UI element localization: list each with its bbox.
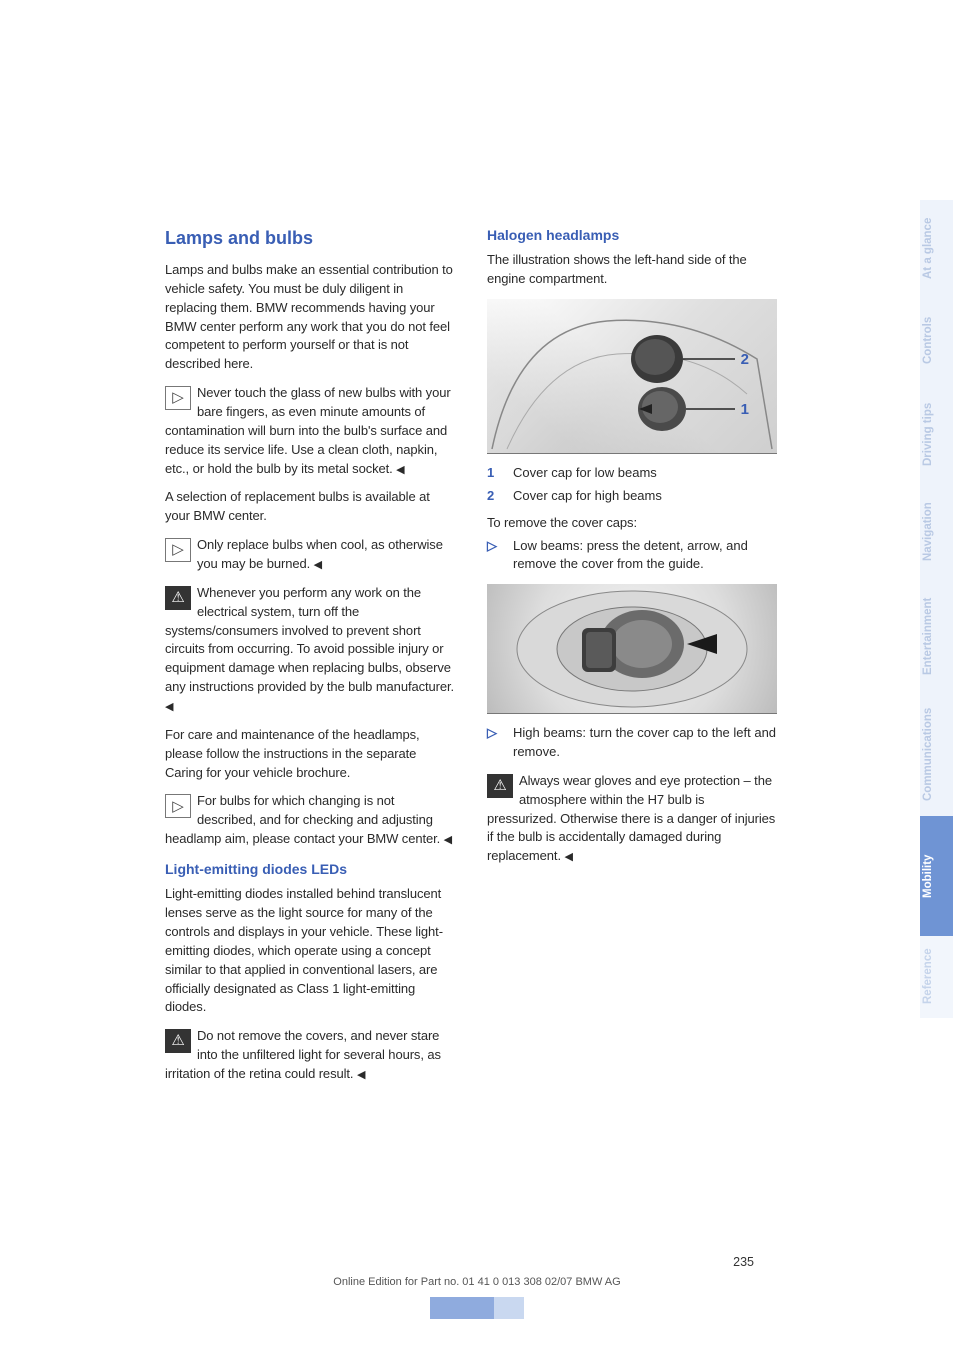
engine-compartment-figure: 2 1 [487,299,777,454]
right-column: Halogen headlamps The illustration shows… [487,225,777,1094]
left-column: Lamps and bulbs Lamps and bulbs make an … [165,225,455,1094]
engine-svg [487,299,777,454]
figure-label-2: 2 [741,349,749,371]
tab-communications[interactable]: Communications [920,692,954,816]
bullet-low-text: Low beams: press the detent, arrow, and … [513,537,777,575]
page-number: 235 [0,1253,954,1271]
tab-reference[interactable]: Reference [920,936,954,1018]
warn-gloves: ⚠ Always wear gloves and eye protection … [487,772,777,866]
cover-cap-list: 1 Cover cap for low beams 2 Cover cap fo… [487,464,777,506]
stop-icon: ◀ [165,701,173,713]
tab-entertainment[interactable]: Entertainment [920,580,954,692]
note-glass-text: Never touch the glass of new bulbs with … [165,385,451,475]
list-item: 2 Cover cap for high beams [487,487,777,506]
info-icon: ▷ [165,386,191,410]
selection-paragraph: A selection of replacement bulbs is avai… [165,488,455,526]
intro-paragraph: Lamps and bulbs make an essential contri… [165,261,455,374]
warn-electrical-text: Whenever you perform any work on the ele… [165,585,454,694]
side-tabs: At a glance Controls Driving tips Naviga… [920,200,954,1018]
footer-edition-line: Online Edition for Part no. 01 41 0 013 … [0,1275,954,1291]
note-aim: ▷ For bulbs for which changing is not de… [165,792,455,849]
stop-icon: ◀ [444,834,452,846]
sub-title-halogen: Halogen headlamps [487,225,777,245]
led-paragraph: Light-emitting diodes installed behind t… [165,885,455,1017]
warn-led: ⚠ Do not remove the covers, and never st… [165,1027,455,1084]
stop-icon: ◀ [564,851,572,863]
info-icon: ▷ [165,538,191,562]
warn-gloves-text: Always wear gloves and eye protection – … [487,773,775,863]
warn-led-text: Do not remove the covers, and never star… [165,1028,441,1081]
info-icon: ▷ [165,794,191,818]
warning-icon: ⚠ [165,586,191,610]
list-text: Cover cap for low beams [513,464,657,483]
sub-title-led: Light-emitting diodes LEDs [165,859,455,879]
triangle-bullet-icon: ▷ [487,537,501,575]
footer-accent-bar [430,1297,494,1319]
cover-cap-detail-figure [487,584,777,714]
list-text: Cover cap for high beams [513,487,662,506]
stop-icon: ◀ [314,559,322,571]
section-title-lamps: Lamps and bulbs [165,225,455,251]
warn-electrical: ⚠ Whenever you perform any work on the e… [165,584,455,716]
list-item: 1 Cover cap for low beams [487,464,777,483]
tab-at-a-glance[interactable]: At a glance [920,200,954,296]
list-number: 2 [487,487,501,506]
tab-mobility[interactable]: Mobility [920,816,954,936]
warning-icon: ⚠ [165,1029,191,1053]
bullet-low-beams: ▷ Low beams: press the detent, arrow, an… [487,537,777,575]
note-glass: ▷ Never touch the glass of new bulbs wit… [165,384,455,478]
figure-label-1: 1 [741,399,749,421]
list-number: 1 [487,464,501,483]
remove-caps-text: To remove the cover caps: [487,514,777,533]
bullet-high-beams: ▷ High beams: turn the cover cap to the … [487,724,777,762]
note-cool: ▷ Only replace bulbs when cool, as other… [165,536,455,574]
bullet-high-text: High beams: turn the cover cap to the le… [513,724,777,762]
triangle-bullet-icon: ▷ [487,724,501,762]
stop-icon: ◀ [396,464,404,476]
tab-driving-tips[interactable]: Driving tips [920,384,954,484]
page-footer: 235 Online Edition for Part no. 01 41 0 … [0,1253,954,1291]
tab-navigation[interactable]: Navigation [920,484,954,580]
warning-icon: ⚠ [487,774,513,798]
tab-controls[interactable]: Controls [920,296,954,384]
detail-svg [487,584,777,714]
care-paragraph: For care and maintenance of the headlamp… [165,726,455,783]
stop-icon: ◀ [357,1069,365,1081]
halogen-intro: The illustration shows the left-hand sid… [487,251,777,289]
note-aim-text: For bulbs for which changing is not desc… [165,793,440,846]
